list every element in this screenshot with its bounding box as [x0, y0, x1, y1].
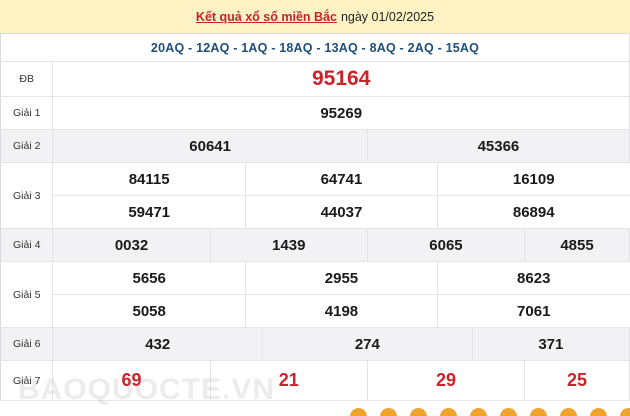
giai-3-subrow-1: 84115 64741 16109 — [53, 163, 630, 196]
prize-label-giai-3: Giải 3 — [0, 162, 54, 229]
prize-number-giai-4-3: 6065 — [367, 228, 526, 262]
lottery-result-title-link[interactable]: Kết quả xổ số miền Bắc — [195, 9, 337, 24]
prize-number-db: 95164 — [52, 61, 630, 97]
prize-label-giai-4: Giải 4 — [0, 228, 54, 262]
prize-number-giai-4-1: 0032 — [52, 228, 211, 262]
prize-number-giai-7-4: 25 — [524, 360, 630, 401]
lottery-results-table: 20AQ - 12AQ - 1AQ - 18AQ - 13AQ - 8AQ - … — [0, 33, 630, 401]
prize-number-giai-6-1: 432 — [52, 327, 264, 361]
lottery-ball-icon — [470, 408, 487, 416]
giai-5-subrow-2: 5058 4198 7061 — [53, 294, 629, 327]
table-row-giai-5: Giải 5 5656 2955 8623 5058 4198 7061 — [0, 261, 630, 328]
prize-number-giai-3-3: 16109 — [437, 163, 630, 196]
giai-5-grid: 5656 2955 8623 5058 4198 7061 — [52, 261, 630, 328]
prize-number-giai-6-3: 371 — [472, 327, 630, 361]
prize-number-giai-1: 95269 — [52, 96, 630, 130]
prize-label-giai-6: Giải 6 — [0, 327, 54, 361]
table-row-giai-7: Giải 7 69 21 29 25 — [0, 360, 630, 401]
prize-label-giai-2: Giải 2 — [0, 129, 54, 163]
prize-number-giai-5-3: 8623 — [437, 262, 630, 295]
result-date-label: ngày 01/02/2025 — [340, 9, 435, 24]
lottery-codes-row: 20AQ - 12AQ - 1AQ - 18AQ - 13AQ - 8AQ - … — [0, 33, 630, 62]
prize-number-giai-7-2: 21 — [210, 360, 368, 401]
table-row-giai-4: Giải 4 0032 1439 6065 4855 — [0, 228, 630, 262]
lottery-ball-icon — [410, 408, 427, 416]
prize-number-giai-7-1: 69 — [52, 360, 211, 401]
prize-number-giai-7-3: 29 — [367, 360, 526, 401]
prize-number-giai-4-2: 1439 — [210, 228, 368, 262]
prize-label-db: ĐB — [0, 61, 54, 97]
prize-number-giai-3-4: 59471 — [53, 195, 246, 228]
prize-number-giai-3-1: 84115 — [53, 163, 246, 196]
prize-number-giai-5-5: 4198 — [245, 294, 438, 327]
table-row-giai-6: Giải 6 432 274 371 — [0, 327, 630, 361]
lottery-ball-icon — [440, 408, 457, 416]
prize-number-giai-5-6: 7061 — [517, 302, 551, 320]
lottery-ball-icon — [500, 408, 517, 416]
lottery-ball-icon — [620, 408, 630, 416]
lottery-codes-cell: 20AQ - 12AQ - 1AQ - 18AQ - 13AQ - 8AQ - … — [0, 33, 630, 62]
table-row-db: ĐB 95164 — [0, 61, 630, 97]
table-row-giai-2: Giải 2 60641 45366 — [0, 129, 630, 163]
prize-number-giai-5-2: 2955 — [245, 262, 438, 295]
prize-number-giai-2-2: 45366 — [367, 129, 630, 163]
prize-number-giai-3-5: 44037 — [245, 195, 438, 228]
prize-number-giai-5-4: 5058 — [53, 294, 246, 327]
lottery-balls-decoration — [0, 408, 630, 416]
lottery-ball-icon — [590, 408, 607, 416]
table-row-giai-1: Giải 1 95269 — [0, 96, 630, 130]
prize-number-giai-3-6: 86894 — [512, 203, 555, 221]
prize-number-giai-3-2: 64741 — [245, 163, 438, 196]
table-row-giai-3: Giải 3 84115 64741 16109 59471 44037 868… — [0, 162, 630, 229]
prize-label-giai-1: Giải 1 — [0, 96, 54, 130]
prize-number-giai-4-4: 4855 — [524, 228, 630, 262]
prize-label-giai-5: Giải 5 — [0, 261, 54, 328]
giai-5-subrow-1: 5656 2955 8623 — [53, 262, 630, 295]
giai-3-grid: 84115 64741 16109 59471 44037 86894 — [52, 162, 630, 229]
prize-label-giai-7: Giải 7 — [0, 360, 54, 401]
giai-3-subrow-2: 59471 44037 86894 — [53, 195, 629, 228]
lottery-ball-icon — [380, 408, 397, 416]
lottery-ball-icon — [530, 408, 547, 416]
prize-number-giai-2-1: 60641 — [52, 129, 368, 163]
lottery-ball-icon — [350, 408, 367, 416]
prize-number-giai-5-1: 5656 — [53, 262, 246, 295]
prize-number-giai-6-2: 274 — [262, 327, 473, 361]
lottery-ball-icon — [560, 408, 577, 416]
header-banner: Kết quả xổ số miền Bắc ngày 01/02/2025 — [0, 0, 630, 33]
